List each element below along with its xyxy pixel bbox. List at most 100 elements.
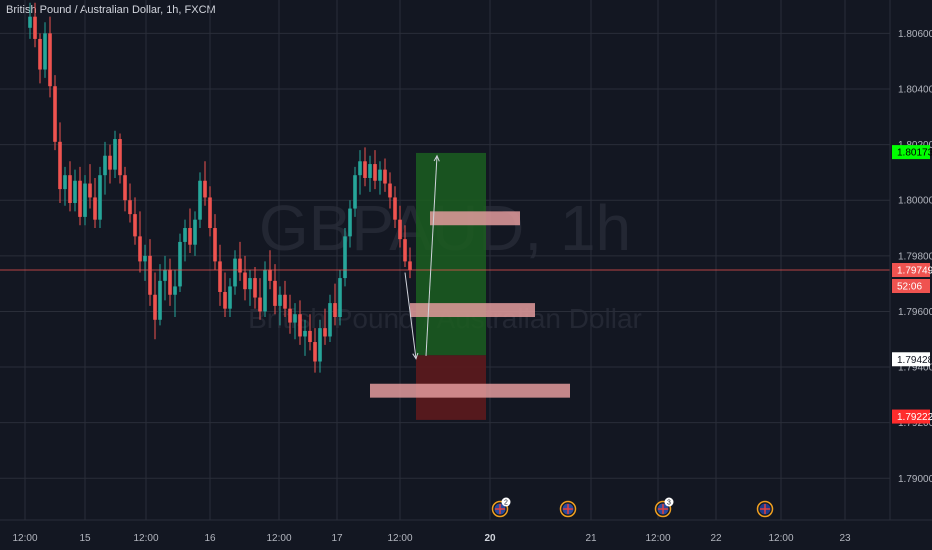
- candle-body: [308, 330, 312, 343]
- event-badge: [501, 497, 511, 507]
- candle-body: [258, 297, 262, 312]
- x-tick-label: 16: [204, 533, 216, 544]
- candle-body: [88, 183, 92, 198]
- candle-body: [173, 286, 177, 295]
- candle-body: [53, 86, 57, 142]
- x-tick-label: 12:00: [387, 533, 412, 544]
- candle-body: [198, 180, 202, 220]
- candle-body: [103, 155, 107, 176]
- supply-demand-zone[interactable]: [430, 211, 520, 226]
- candle-body: [163, 269, 167, 281]
- candle-body: [323, 328, 327, 337]
- long-position-tool[interactable]: [416, 152, 486, 420]
- x-tick-label: 20: [484, 533, 496, 544]
- candle-body: [293, 314, 297, 323]
- target-price-tag: [892, 145, 930, 160]
- event-badge-count: 3: [667, 500, 671, 507]
- y-tick-label: 1.79200: [898, 418, 932, 429]
- event-flag-au[interactable]: [756, 500, 774, 518]
- candle-body: [223, 291, 227, 309]
- candle-body: [343, 236, 347, 279]
- candle-body: [273, 280, 277, 306]
- candle-body: [148, 255, 152, 295]
- candle-body: [73, 180, 77, 203]
- x-tick-label: 22: [710, 533, 722, 544]
- candle-body: [123, 175, 127, 201]
- candle-body: [78, 180, 82, 217]
- candle-body: [233, 258, 237, 287]
- candle-body: [303, 330, 307, 337]
- candle-body: [358, 161, 362, 176]
- y-tick-label: 1.80400: [898, 84, 932, 95]
- candle-body: [58, 141, 62, 190]
- candle-body: [113, 139, 117, 170]
- event-flag-gb[interactable]: 2: [491, 497, 511, 518]
- candle-body: [213, 228, 217, 262]
- supply-demand-zone[interactable]: [410, 303, 535, 318]
- countdown-tag: [892, 279, 930, 294]
- candle-body: [38, 38, 42, 70]
- candle-body: [248, 278, 252, 290]
- target-price-tag-label: 1.80173: [897, 148, 932, 159]
- down-arrow[interactable]: [404, 272, 417, 359]
- y-tick-label: 1.79800: [898, 251, 932, 262]
- entry-price-tag-label: 1.79428: [897, 355, 932, 366]
- current-price-tag-label: 1.79749: [897, 266, 932, 277]
- candle-body: [253, 278, 257, 298]
- candle-body: [193, 219, 197, 245]
- candle-body: [63, 175, 67, 190]
- candle-body: [398, 219, 402, 240]
- candle-body: [128, 200, 132, 215]
- candle-body: [93, 197, 97, 220]
- x-tick-label: 17: [331, 533, 343, 544]
- candle-body: [278, 294, 282, 306]
- candle-body: [338, 278, 342, 318]
- candle-body: [328, 303, 332, 337]
- candle-body: [178, 241, 182, 287]
- supply-demand-zone[interactable]: [370, 383, 570, 398]
- candle-body: [68, 175, 72, 203]
- x-tick-label: 12:00: [266, 533, 291, 544]
- candle-body: [353, 175, 357, 209]
- candle-body: [48, 33, 52, 87]
- candle-body: [83, 183, 87, 217]
- candle-body: [43, 33, 47, 70]
- x-tick-label: 12:00: [133, 533, 158, 544]
- down-arrow-head: [412, 352, 419, 360]
- up-arrow[interactable]: [425, 155, 438, 356]
- candle-body: [283, 294, 287, 309]
- candle-body: [383, 169, 387, 184]
- up-arrow-head: [433, 154, 440, 162]
- candle-body: [33, 16, 37, 39]
- stop-price-tag: [892, 409, 930, 424]
- target-zone[interactable]: [416, 152, 486, 356]
- event-flag-gb[interactable]: 3: [654, 497, 674, 518]
- stop-price-tag-label: 1.79222: [897, 412, 932, 423]
- zones[interactable]: [370, 211, 570, 398]
- candle-body: [218, 261, 222, 292]
- candle-body: [388, 183, 392, 198]
- candle-body: [263, 269, 267, 312]
- arrows[interactable]: [404, 154, 440, 360]
- event-badge: [664, 497, 674, 507]
- x-tick-label: 12:00: [645, 533, 670, 544]
- event-flag-gb[interactable]: [559, 500, 577, 518]
- candle-body: [108, 155, 112, 170]
- candle-body: [28, 16, 32, 28]
- candle-body: [138, 236, 142, 262]
- candle-body: [298, 314, 302, 337]
- candle-body: [98, 175, 102, 220]
- candle-body: [288, 308, 292, 323]
- y-tick-label: 1.80000: [898, 196, 932, 207]
- candle-body: [133, 214, 137, 237]
- candle-body: [188, 228, 192, 245]
- candle-body: [243, 272, 247, 290]
- candle-body: [403, 239, 407, 262]
- y-tick-label: 1.79000: [898, 474, 932, 485]
- candle-body: [363, 161, 367, 178]
- candle-body: [313, 342, 317, 362]
- y-tick-label: 1.79600: [898, 307, 932, 318]
- candle-body: [208, 197, 212, 229]
